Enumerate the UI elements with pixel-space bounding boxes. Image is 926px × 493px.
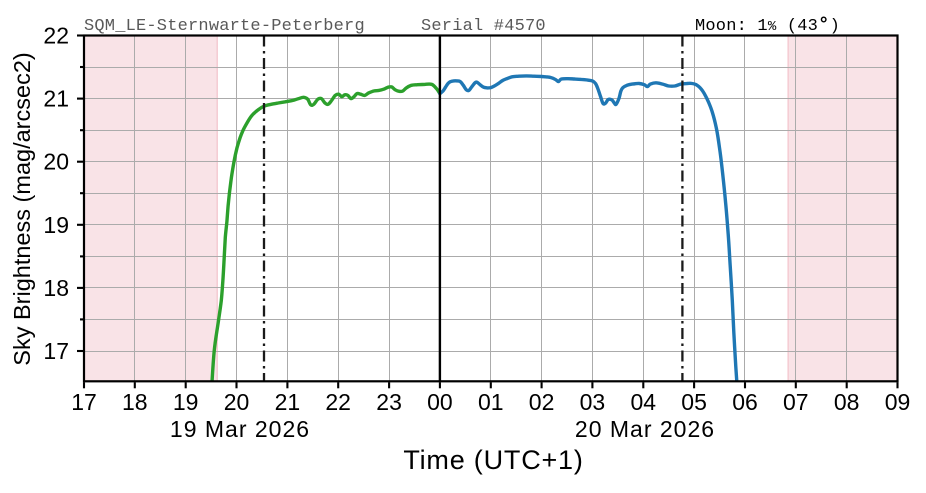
svg-text:21: 21 [43, 86, 69, 112]
svg-text:08: 08 [834, 389, 860, 415]
svg-text:00: 00 [427, 389, 453, 415]
svg-text:19: 19 [43, 212, 69, 238]
svg-text:22: 22 [325, 389, 351, 415]
svg-text:18: 18 [43, 275, 69, 301]
svg-text:20: 20 [224, 389, 250, 415]
svg-text:21: 21 [275, 389, 301, 415]
svg-text:06: 06 [732, 389, 758, 415]
svg-text:20 Mar 2026: 20 Mar 2026 [575, 416, 715, 442]
svg-text:23: 23 [376, 389, 402, 415]
svg-text:02: 02 [529, 389, 555, 415]
svg-text:01: 01 [478, 389, 504, 415]
svg-text:17: 17 [43, 338, 69, 364]
svg-text:22: 22 [43, 23, 69, 49]
svg-text:07: 07 [783, 389, 809, 415]
svg-text:Sky Brightness (mag/arcsec2): Sky Brightness (mag/arcsec2) [9, 52, 35, 365]
svg-text:09: 09 [885, 389, 911, 415]
svg-text:05: 05 [681, 389, 707, 415]
svg-text:04: 04 [631, 389, 657, 415]
svg-text:Moon: 1% (43°): Moon: 1% (43°) [695, 14, 840, 36]
svg-text:19: 19 [173, 389, 199, 415]
svg-text:19 Mar 2026: 19 Mar 2026 [170, 416, 310, 442]
svg-text:18: 18 [122, 389, 148, 415]
svg-text:03: 03 [580, 389, 606, 415]
svg-text:Time (UTC+1): Time (UTC+1) [403, 445, 583, 475]
svg-text:SQM_LE-Sternwarte-Peterberg: SQM_LE-Sternwarte-Peterberg [84, 17, 365, 36]
svg-text:Serial #4570: Serial #4570 [421, 17, 546, 36]
svg-text:17: 17 [71, 389, 97, 415]
svg-text:20: 20 [43, 149, 69, 175]
